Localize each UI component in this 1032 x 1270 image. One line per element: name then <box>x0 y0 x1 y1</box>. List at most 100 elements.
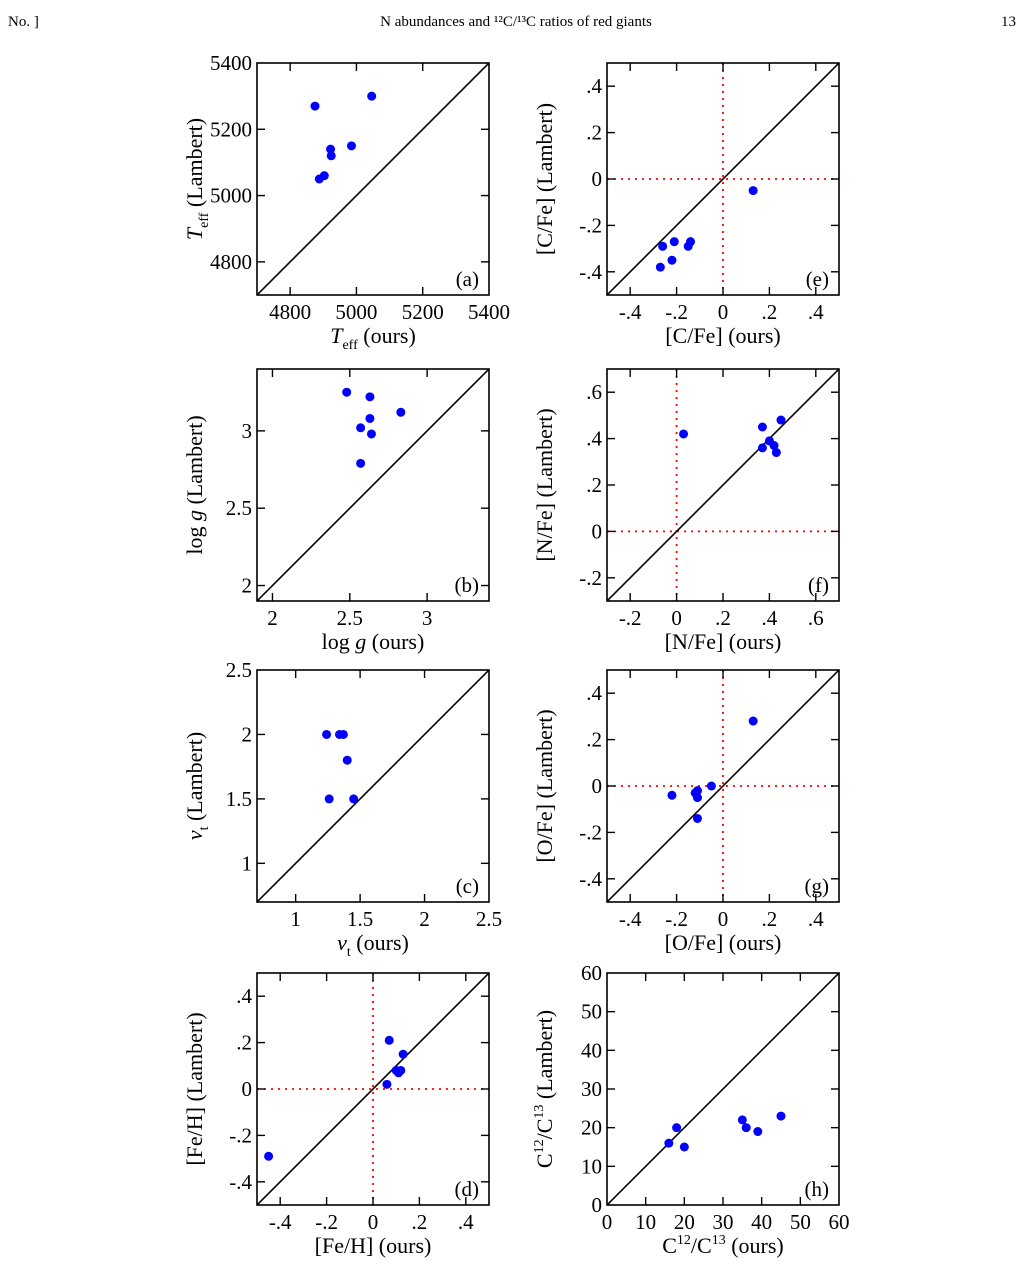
x-tick-label: .4 <box>762 606 778 630</box>
data-point <box>342 387 352 397</box>
page-number: 13 <box>1001 14 1016 30</box>
x-tick-label: 5400 <box>468 300 510 324</box>
y-tick-label: .2 <box>236 1031 252 1055</box>
data-point <box>324 794 334 804</box>
x-tick-label: 5000 <box>335 300 377 324</box>
y-axis-label: vt (Lambert) <box>182 732 212 840</box>
data-point <box>346 141 356 151</box>
identity-line <box>257 369 489 601</box>
data-point <box>264 1151 274 1161</box>
data-point <box>776 415 786 425</box>
x-tick-label: 2 <box>267 606 278 630</box>
identity-line <box>607 973 839 1205</box>
x-tick-label: -.2 <box>665 300 688 324</box>
data-point <box>692 793 702 803</box>
plot-frame <box>256 368 490 602</box>
data-point <box>398 1049 408 1059</box>
y-axis-label: [C/Fe] (Lambert) <box>532 103 557 255</box>
data-point <box>748 186 758 196</box>
x-tick-label: 1 <box>290 907 301 931</box>
x-axis-label: Teff (ours) <box>330 323 416 353</box>
panel-d: -.4 -.2 0 .2 .4 -.4 -.2 0 .2 .4 (d) [Fe/H] (ours) [F… <box>182 972 490 1258</box>
x-tick-label: .4 <box>458 1210 474 1234</box>
panel-e: -.4 -.2 0 .2 .4 -.4 -.2 0 .2 .4 (e) [C/Fe] (ours) [C… <box>532 62 840 348</box>
data-point <box>367 91 377 101</box>
panel-label: (a) <box>456 267 479 291</box>
x-tick-label: 40 <box>751 1210 772 1234</box>
plot-frame <box>256 62 490 296</box>
data-point <box>326 151 336 161</box>
x-axis-label: [N/Fe] (ours) <box>665 629 782 654</box>
identity-line <box>257 670 489 902</box>
data-point <box>692 786 702 796</box>
data-point <box>664 1138 674 1148</box>
x-tick-label: -.2 <box>315 1210 338 1234</box>
y-tick-label: .4 <box>236 984 252 1008</box>
y-axis-label: [N/Fe] (Lambert) <box>532 408 557 561</box>
x-tick-label: -.2 <box>619 606 642 630</box>
y-tick-label: .6 <box>586 380 602 404</box>
y-tick-label: -.4 <box>229 1170 252 1194</box>
page-header-title: N abundances and ¹²C/¹³C ratios of red g… <box>380 14 652 30</box>
y-tick-label: 5200 <box>210 117 252 141</box>
data-point <box>342 755 352 765</box>
data-point <box>741 1123 751 1133</box>
identity-line <box>607 63 839 295</box>
data-point <box>356 423 366 433</box>
data-point <box>310 101 320 111</box>
data-point <box>667 255 677 265</box>
y-tick-label: 2.5 <box>226 658 252 682</box>
data-point <box>366 429 376 439</box>
x-tick-label: 4800 <box>269 300 311 324</box>
panel-label: (f) <box>808 573 829 597</box>
x-tick-label: 30 <box>713 1210 734 1234</box>
y-tick-label: 30 <box>581 1077 602 1101</box>
x-tick-label: -.2 <box>665 907 688 931</box>
y-tick-label: 2 <box>242 722 253 746</box>
x-tick-label: -.4 <box>619 907 642 931</box>
x-tick-label: 3 <box>422 606 433 630</box>
data-point <box>396 407 406 417</box>
y-tick-label: 2 <box>242 574 253 598</box>
panel-b: 2 2.5 3 2 2.5 3 (b) log g (ours) log g (Lambert) <box>182 368 490 654</box>
y-tick-label: 4800 <box>210 250 252 274</box>
y-tick-label: -.2 <box>579 213 602 237</box>
y-axis-label: Teff (Lambert) <box>182 118 212 240</box>
data-point <box>748 716 758 726</box>
panel-label: (e) <box>806 267 829 291</box>
y-tick-label: 5400 <box>210 51 252 75</box>
data-point <box>349 794 359 804</box>
y-tick-label: -.4 <box>579 867 602 891</box>
data-point <box>737 1115 747 1125</box>
y-tick-label: .4 <box>586 427 602 451</box>
x-tick-label: .2 <box>762 300 778 324</box>
data-point <box>655 262 665 272</box>
panel-h: 0 10 20 30 40 50 60 0 10 20 30 40 50 60 (h) C12/C13 (ou… <box>532 961 850 1258</box>
y-tick-label: -.2 <box>579 566 602 590</box>
data-point <box>776 1111 786 1121</box>
y-tick-label: 1.5 <box>226 787 252 811</box>
data-point <box>658 241 668 251</box>
panel-label: (c) <box>456 874 479 898</box>
x-tick-label: 2 <box>419 907 430 931</box>
identity-line <box>257 63 489 295</box>
x-tick-label: 50 <box>790 1210 811 1234</box>
y-tick-label: 0 <box>242 1077 253 1101</box>
y-tick-label: 0 <box>592 167 603 191</box>
data-point <box>382 1079 392 1089</box>
data-point <box>669 237 679 247</box>
data-point <box>753 1127 763 1137</box>
data-point <box>365 413 375 423</box>
y-tick-label: 40 <box>581 1038 602 1062</box>
y-axis-label: [O/Fe] (Lambert) <box>532 709 557 862</box>
y-tick-label: 1 <box>242 851 253 875</box>
data-point <box>679 429 689 439</box>
y-tick-label: 3 <box>242 419 253 443</box>
data-point <box>384 1035 394 1045</box>
x-tick-label: -.4 <box>619 300 642 324</box>
y-axis-label: [Fe/H] (Lambert) <box>182 1012 207 1165</box>
x-axis-label: vt (ours) <box>337 930 409 960</box>
y-tick-label: 60 <box>581 961 602 985</box>
x-tick-label: 0 <box>671 606 682 630</box>
